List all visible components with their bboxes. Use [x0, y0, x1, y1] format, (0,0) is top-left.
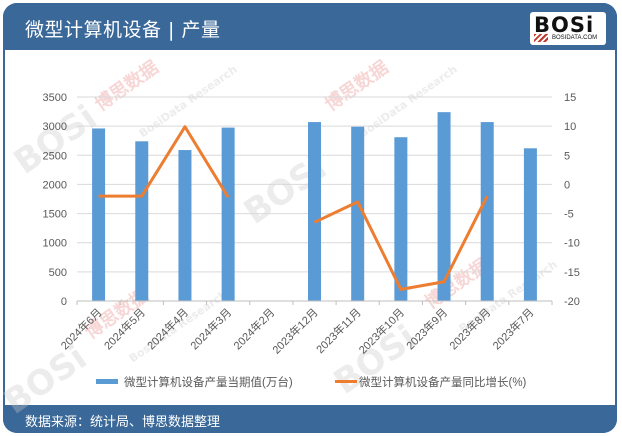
left-axis-tick-label: 0: [61, 296, 67, 308]
x-axis: [76, 300, 553, 305]
left-axis-ticks: 0 500 1000 1500 2000 2500 3000 3500: [43, 92, 67, 308]
bar: [221, 127, 235, 301]
right-axis-tick-label: 10: [564, 121, 576, 133]
right-axis-tick-label: -5: [564, 209, 574, 221]
line-series-yoy-growth: [98, 125, 489, 291]
bar: [351, 126, 365, 302]
bar: [523, 148, 537, 301]
bar: [308, 122, 321, 301]
legend-bar-swatch: [96, 379, 118, 384]
right-axis-tick-label: -20: [564, 296, 580, 308]
left-axis-tick-label: 2500: [43, 150, 67, 162]
left-axis-tick-label: 3500: [43, 92, 67, 104]
logo-mark: BOSi: [534, 13, 595, 37]
logo-subtext: BOSIDATA.COM: [552, 35, 598, 41]
growth-line: [313, 195, 489, 291]
right-axis-tick-label: 0: [564, 179, 570, 191]
x-axis-category-label: 2023年12月: [269, 305, 320, 356]
legend-line-label: 微型计算机设备产量同比增长(%): [359, 375, 527, 389]
x-axis-category-label: 2024年3月: [187, 305, 234, 352]
logo-stripe-icon: [534, 34, 548, 42]
legend: 微型计算机设备产量当期值(万台) 微型计算机设备产量同比增长(%): [96, 375, 527, 389]
bosi-logo: BOSi BOSIDATA.COM: [530, 12, 606, 45]
left-axis-tick-label: 1000: [43, 238, 67, 250]
right-axis-tick-label: 15: [564, 92, 576, 104]
bar: [394, 137, 408, 301]
x-axis-category-label: 2024年5月: [101, 305, 148, 352]
bar: [135, 141, 149, 301]
data-source-note: 数据来源：统计局、博思数据整理: [25, 415, 221, 430]
x-axis-category-label: 2023年7月: [489, 305, 536, 352]
header-bar: 微型计算机设备 | 产量 BOSi BOSIDATA.COM: [3, 3, 617, 50]
x-axis-category-label: 2024年2月: [230, 305, 277, 352]
growth-line: [98, 125, 230, 199]
right-axis-tick-label: -15: [564, 267, 580, 279]
right-axis-tick-label: 5: [564, 150, 570, 162]
left-axis-tick-label: 500: [49, 267, 67, 279]
x-axis-category-label: 2023年8月: [446, 305, 493, 352]
x-axis-category-label: 2024年6月: [58, 305, 105, 352]
bar: [178, 150, 192, 301]
x-axis-category-label: 2024年4月: [144, 305, 191, 352]
x-axis-category-label: 2023年10月: [356, 305, 407, 356]
chart-frame: 微型计算机设备 | 产量 BOSi BOSIDATA.COM 数据来源：统计局、…: [3, 3, 617, 433]
bar: [92, 128, 106, 301]
page-title: 微型计算机设备 | 产量: [25, 19, 221, 41]
left-axis-tick-label: 1500: [43, 209, 67, 221]
legend-line-swatch: [335, 380, 357, 383]
bar: [480, 122, 494, 301]
right-axis-ticks: -20 -15 -10 -5 0 5 10 15: [564, 92, 580, 308]
bar-series-production: [92, 112, 537, 302]
legend-bar-label: 微型计算机设备产量当期值(万台): [124, 375, 293, 389]
left-axis-tick-label: 3000: [43, 121, 67, 133]
x-axis-labels: 2024年6月2024年5月2024年4月2024年3月2024年2月2023年…: [58, 305, 537, 356]
footer-bar: 数据来源：统计局、博思数据整理: [3, 405, 617, 433]
x-axis-category-label: 2023年9月: [403, 305, 450, 352]
bar: [437, 112, 451, 301]
left-axis-tick-label: 2000: [43, 179, 67, 191]
right-axis-tick-label: -10: [564, 238, 580, 250]
